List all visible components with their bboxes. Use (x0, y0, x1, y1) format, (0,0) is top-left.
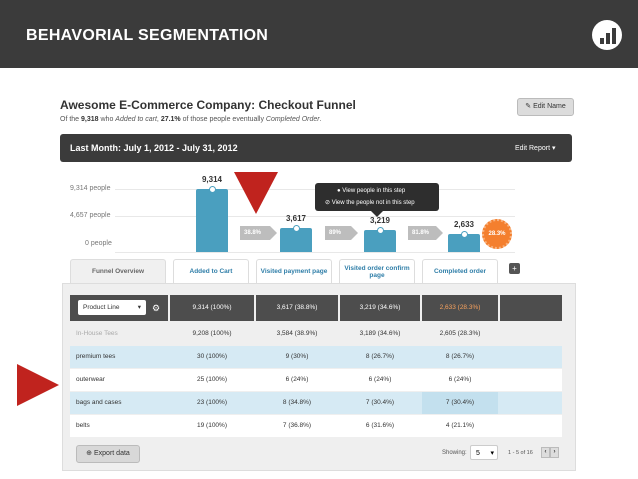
table-cell: 7 (36.8%) (282, 422, 312, 429)
table-row: outerwear 25 (100%) 6 (24%) 6 (24%) 6 (2… (70, 369, 562, 391)
red-down-arrow-icon (234, 172, 278, 214)
gear-icon[interactable]: ⚙ (152, 303, 161, 313)
tab-funnel-overview[interactable]: Funnel Overview (70, 259, 166, 283)
step-value-label: 2,633 (453, 220, 475, 229)
y-axis-label: 4,657 people (70, 212, 111, 219)
baseline (115, 252, 515, 253)
edit-name-button[interactable]: ✎ Edit Name (517, 98, 574, 116)
tab-visited-payment-page[interactable]: Visited payment page (256, 259, 332, 283)
table-cell: 6 (24%) (448, 376, 472, 383)
slide-header (0, 0, 638, 68)
chevron-down-icon: ▾ (490, 450, 494, 457)
segment-name: bags and cases (76, 399, 122, 406)
segment-name: premium tees (76, 353, 116, 360)
table-header-cell: 9,314 (100%) (170, 295, 254, 321)
download-icon: ⊕ (86, 450, 93, 457)
funnel-bar[interactable] (196, 189, 228, 252)
table-cell: 19 (100%) (197, 422, 227, 429)
exclude-icon: ⊘ (325, 200, 331, 206)
bar-marker (461, 231, 468, 238)
table-cell: 9,208 (100%) (192, 330, 232, 337)
funnel-bar[interactable] (280, 228, 312, 252)
table-cell: 3,584 (38.9%) (276, 330, 318, 337)
step-value-label: 3,617 (285, 214, 307, 223)
tab-visited-order-confirm-page[interactable]: Visited order confirm page (339, 259, 415, 283)
table-cell: 25 (100%) (197, 376, 227, 383)
date-range-bar: Last Month: July 1, 2012 - July 31, 2012… (60, 134, 572, 162)
gridline (115, 216, 515, 217)
table-header-cell: 2,633 (28.3%) (422, 295, 498, 321)
y-axis-label: 0 people (85, 240, 112, 247)
view-people-in-step-link[interactable]: ● View people in this step (337, 188, 406, 194)
view-people-not-in-step-link[interactable]: ⊘ View the people not in this step (325, 200, 415, 206)
bar-chart-logo-icon (592, 20, 622, 50)
bar-marker (209, 186, 216, 193)
table-row: premium tees 30 (100%) 9 (30%) 8 (26.7%)… (70, 346, 562, 368)
prev-page-button[interactable]: ‹ (541, 447, 550, 458)
table-header-cell (500, 295, 562, 321)
chevron-down-icon: ▾ (137, 304, 141, 311)
tab-completed-order[interactable]: Completed order (422, 259, 498, 283)
red-right-arrow-icon (17, 364, 59, 406)
funnel-title: Awesome E-Commerce Company: Checkout Fun… (60, 98, 356, 112)
y-axis-label: 9,314 people (70, 185, 111, 192)
table-cell: 3,189 (34.6%) (359, 330, 401, 337)
overall-conversion-badge: 28.3% (482, 219, 512, 249)
table-header-cell: Product Line ▾ ⚙ (70, 295, 168, 321)
slide-title: BEHAVORIAL SEGMENTATION (26, 27, 269, 44)
edit-report-dropdown[interactable]: Edit Report ▾ (515, 145, 556, 152)
chevron-down-icon: ▾ (551, 145, 556, 152)
table-cell: 9 (30%) (285, 353, 309, 360)
table-header-cell: 3,219 (34.6%) (340, 295, 420, 321)
table-cell: 6 (24%) (368, 376, 392, 383)
table-cell: 30 (100%) (197, 353, 227, 360)
table-row: belts 19 (100%) 7 (36.8%) 6 (31.6%) 4 (2… (70, 415, 562, 437)
step-conversion-badge: 38.8% (240, 226, 277, 240)
add-step-button[interactable]: + (509, 263, 520, 274)
step-value-label: 9,314 (201, 175, 223, 184)
funnel-bar[interactable] (448, 234, 480, 252)
table-row: bags and cases 23 (100%) 8 (34.8%) 7 (30… (70, 392, 562, 414)
tab-added-to-cart[interactable]: Added to Cart (173, 259, 249, 283)
segment-name: In-House Tees (76, 330, 118, 337)
pagination-info: 1 - 5 of 16 (508, 450, 533, 456)
table-cell: 8 (34.8%) (282, 399, 312, 406)
step-conversion-badge: 89% (325, 226, 358, 240)
funnel-summary: Of the 9,318 who Added to cart, 27.1% of… (60, 116, 322, 123)
bar-marker (293, 225, 300, 232)
table-cell: 4 (21.1%) (445, 422, 475, 429)
table-cell: 6 (31.6%) (365, 422, 395, 429)
step-tooltip: ● View people in this step ⊘ View the pe… (315, 183, 439, 217)
step-value-label: 3,219 (369, 216, 391, 225)
table-cell: 7 (30.4%) (422, 392, 498, 414)
table-cell: 2,605 (28.3%) (439, 330, 481, 337)
table-cell: 23 (100%) (197, 399, 227, 406)
table-cell: 8 (26.7%) (445, 353, 475, 360)
bar-marker (377, 227, 384, 234)
date-range: Last Month: July 1, 2012 - July 31, 2012 (70, 143, 238, 153)
table-row: In-House Tees 9,208 (100%) 3,584 (38.9%)… (70, 323, 562, 345)
segment-name: belts (76, 422, 90, 429)
table-cell: 8 (26.7%) (365, 353, 395, 360)
step-conversion-badge: 81.8% (408, 226, 443, 240)
table-header-cell: 3,617 (38.8%) (256, 295, 338, 321)
table-cell: 7 (30.4%) (365, 399, 395, 406)
export-data-button[interactable]: ⊕ Export data (76, 445, 140, 463)
segment-name: outerwear (76, 376, 105, 383)
person-icon: ● (337, 188, 341, 194)
table-cell: 6 (24%) (285, 376, 309, 383)
showing-label: Showing: (442, 450, 467, 456)
funnel-bar[interactable] (364, 230, 396, 252)
segment-property-dropdown[interactable]: Product Line ▾ (78, 300, 146, 315)
next-page-button[interactable]: › (550, 447, 559, 458)
rows-per-page-select[interactable]: 5 ▾ (470, 445, 498, 460)
